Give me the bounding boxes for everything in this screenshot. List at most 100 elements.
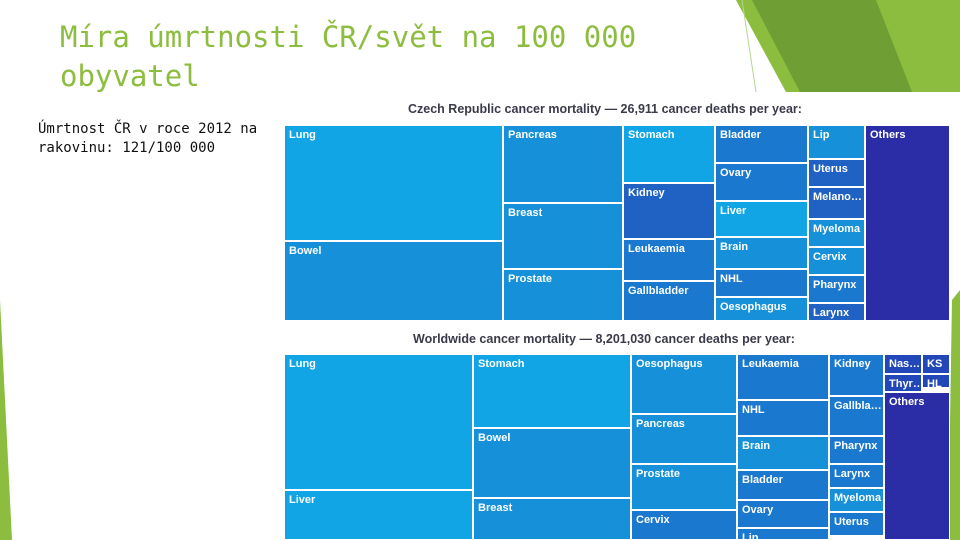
treemap-cell-liver: Liver bbox=[715, 201, 808, 237]
treemap-cell-label: Prostate bbox=[636, 468, 681, 480]
treemap-cell-label: Oesophagus bbox=[636, 358, 703, 370]
treemap-cell-lip: Lip bbox=[808, 125, 865, 159]
treemap-cell-prostate: Prostate bbox=[503, 269, 623, 321]
treemap-cell-ks: KS bbox=[922, 354, 950, 374]
treemap-cell-pharynx: Pharynx bbox=[808, 275, 865, 303]
treemap-cell-kidney: Kidney bbox=[623, 183, 715, 239]
treemap-cell-breast: Breast bbox=[503, 203, 623, 269]
treemap-cell-bowel: Bowel bbox=[284, 241, 503, 321]
treemap-cell-melano: Melano… bbox=[808, 187, 865, 219]
treemap-cell-label: Gallbla… bbox=[834, 400, 882, 412]
treemap-cell-label: Pancreas bbox=[508, 129, 557, 141]
treemap-cell-label: Lip bbox=[742, 532, 759, 540]
treemap-cell-label: Myeloma bbox=[834, 492, 882, 504]
accent-shape-top-right-dark bbox=[752, 0, 912, 92]
treemap-cell-gallbla: Gallbla… bbox=[829, 396, 884, 436]
treemap-cell-label: Leukaemia bbox=[628, 243, 685, 255]
world-chart-title: Worldwide cancer mortality — 8,201,030 c… bbox=[413, 332, 795, 346]
treemap-cell-label: NHL bbox=[742, 404, 765, 416]
treemap-cell-myeloma: Myeloma bbox=[808, 219, 865, 247]
treemap-cell-label: Ovary bbox=[720, 167, 752, 179]
treemap-cell-label: Pharynx bbox=[813, 279, 857, 291]
treemap-cell-label: KS bbox=[927, 358, 943, 370]
treemap-cell-label: NHL bbox=[720, 273, 743, 285]
treemap-cell-label: Prostate bbox=[508, 273, 553, 285]
treemap-cell-myeloma: Myeloma bbox=[829, 488, 884, 512]
treemap-cell-ovary: Ovary bbox=[715, 163, 808, 201]
treemap-cell-stomach: Stomach bbox=[473, 354, 631, 428]
treemap-cell-label: Larynx bbox=[813, 307, 850, 319]
treemap-cell-label: Lip bbox=[813, 129, 830, 141]
treemap-cell-label: Liver bbox=[289, 494, 316, 506]
treemap-cell-label: Nas… bbox=[889, 358, 921, 370]
treemap-cell-label: Cervix bbox=[636, 514, 670, 526]
treemap-cell-label: Bowel bbox=[478, 432, 511, 444]
treemap-cell-label: Leukaemia bbox=[742, 358, 799, 370]
treemap-cell-cervix: Cervix bbox=[808, 247, 865, 275]
treemap-cell-nas: Nas… bbox=[884, 354, 922, 374]
treemap-cell-thyr: Thyr… bbox=[884, 374, 922, 392]
treemap-cell-label: Lung bbox=[289, 129, 316, 141]
treemap-cell-label: Brain bbox=[720, 241, 749, 253]
treemap-cell-hl: HL bbox=[922, 374, 950, 388]
treemap-cell-uterus: Uterus bbox=[808, 159, 865, 187]
treemap-cell-label: Stomach bbox=[628, 129, 675, 141]
treemap-cell-kidney: Kidney bbox=[829, 354, 884, 396]
treemap-cell-cervix: Cervix bbox=[631, 510, 737, 540]
treemap-cell-others: Others bbox=[865, 125, 950, 321]
treemap-cell-stomach: Stomach bbox=[623, 125, 715, 183]
treemap-cell-label: Myeloma bbox=[813, 223, 861, 235]
treemap-cell-label: Kidney bbox=[628, 187, 665, 199]
treemap-cell-label: Gallbladder bbox=[628, 285, 689, 297]
treemap-cell-label: HL bbox=[927, 378, 942, 388]
treemap-cell-others: Others bbox=[884, 392, 950, 540]
treemap-cell-bladder: Bladder bbox=[715, 125, 808, 163]
treemap-cell-larynx: Larynx bbox=[808, 303, 865, 321]
treemap-cell-leukaemia: Leukaemia bbox=[737, 354, 829, 400]
cz-chart-title: Czech Republic cancer mortality — 26,911… bbox=[408, 102, 802, 116]
treemap-cell-pharynx: Pharynx bbox=[829, 436, 884, 464]
treemap-cell-liver: Liver bbox=[284, 490, 473, 540]
slide-title: Míra úmrtnosti ČR/svět na 100 000 obyvat… bbox=[60, 20, 637, 93]
treemap-cell-nhl: NHL bbox=[715, 269, 808, 297]
treemap-cell-lung: Lung bbox=[284, 125, 503, 241]
treemap-cell-bladder: Bladder bbox=[737, 470, 829, 500]
treemap-cell-label: Larynx bbox=[834, 468, 871, 480]
treemap-cell-label: Others bbox=[889, 396, 925, 408]
treemap-cell-oesophagus: Oesophagus bbox=[631, 354, 737, 414]
treemap-cell-larynx: Larynx bbox=[829, 464, 884, 488]
treemap-cell-gallbladder: Gallbladder bbox=[623, 281, 715, 321]
treemap-cell-nhl: NHL bbox=[737, 400, 829, 436]
treemap-cell-brain: Brain bbox=[715, 237, 808, 269]
treemap-cell-breast: Breast bbox=[473, 498, 631, 540]
treemap-cell-pancreas: Pancreas bbox=[631, 414, 737, 464]
treemap-cell-label: Pharynx bbox=[834, 440, 878, 452]
treemap-cell-lip: Lip bbox=[737, 528, 829, 540]
treemap-cell-label: Bladder bbox=[720, 129, 761, 141]
treemap-cell-prostate: Prostate bbox=[631, 464, 737, 510]
treemap-cell-uterus: Uterus bbox=[829, 512, 884, 536]
treemap-cell-lung: Lung bbox=[284, 354, 473, 490]
accent-line-thin bbox=[741, 0, 757, 93]
treemap-cell-pancreas: Pancreas bbox=[503, 125, 623, 203]
treemap-cell-label: Bowel bbox=[289, 245, 322, 257]
treemap-cell-label: Breast bbox=[508, 207, 543, 219]
treemap-cell-label: Pancreas bbox=[636, 418, 685, 430]
treemap-cell-bowel: Bowel bbox=[473, 428, 631, 498]
treemap-cell-ovary: Ovary bbox=[737, 500, 829, 528]
treemap-cell-label: Liver bbox=[720, 205, 747, 217]
treemap-cell-label: Uterus bbox=[834, 516, 869, 528]
treemap-cell-label: Ovary bbox=[742, 504, 774, 516]
treemap-cell-label: Breast bbox=[478, 502, 513, 514]
treemap-cell-label: Thyr… bbox=[889, 378, 922, 390]
body-text: Úmrtnost ČR v roce 2012 na rakovinu: 121… bbox=[38, 121, 258, 156]
treemap-cell-oesophagus: Oesophagus bbox=[715, 297, 808, 321]
accent-shape-bottom-left bbox=[0, 300, 12, 540]
treemap-cell-brain: Brain bbox=[737, 436, 829, 470]
treemap-cell-label: Others bbox=[870, 129, 906, 141]
treemap-cell-label: Brain bbox=[742, 440, 771, 452]
treemap-cell-label: Melano… bbox=[813, 191, 862, 203]
treemap-cell-label: Oesophagus bbox=[720, 301, 787, 313]
cz-treemap: Lung Bowel Pancreas Breast Prostate Stomach Ki… bbox=[284, 125, 950, 321]
